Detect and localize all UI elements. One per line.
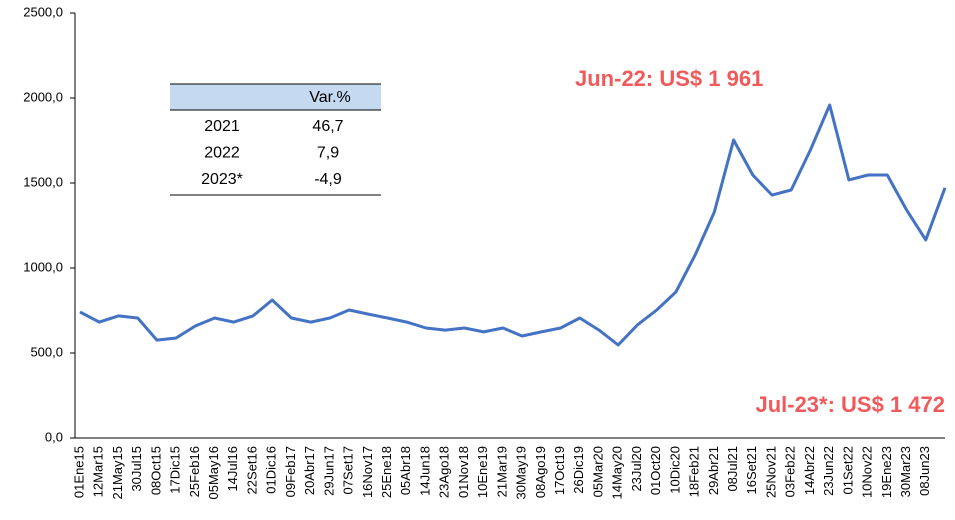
y-tick-label: 2000,0 <box>23 89 63 104</box>
x-tick-label: 23Jun22 <box>821 446 836 496</box>
x-tick-label: 16Set21 <box>744 446 759 494</box>
x-tick-label: 05Abr18 <box>398 446 413 495</box>
x-tick-label: 14May20 <box>610 446 625 499</box>
table-header: Var.% <box>309 89 351 106</box>
x-tick-label: 14Jul16 <box>225 446 240 492</box>
x-tick-label: 07Set17 <box>341 446 356 494</box>
x-tick-label: 01Ene15 <box>71 446 86 498</box>
x-tick-label: 19Ene23 <box>879 446 894 498</box>
x-tick-label: 29Abr21 <box>706 446 721 495</box>
x-tick-label: 26Dic19 <box>571 446 586 494</box>
x-tick-label: 25Nov21 <box>763 446 778 498</box>
x-tick-label: 03Feb22 <box>783 446 798 497</box>
x-tick-label: 10Dic20 <box>667 446 682 494</box>
x-tick-label: 21May15 <box>110 446 125 499</box>
x-tick-label: 10Ene19 <box>475 446 490 498</box>
x-tick-label: 23Jul20 <box>629 446 644 492</box>
annotation: Jul-23*: US$ 1 472 <box>755 392 945 417</box>
x-tick-label: 25Ene18 <box>379 446 394 498</box>
x-tick-label: 10Nov22 <box>860 446 875 498</box>
x-tick-label: 01Dic16 <box>264 446 279 494</box>
x-tick-label: 05Mar20 <box>590 446 605 497</box>
table-cell: 2023* <box>201 171 243 188</box>
x-tick-label: 01Nov18 <box>456 446 471 498</box>
x-tick-label: 21Mar19 <box>494 446 509 497</box>
x-tick-label: 01Oct20 <box>648 446 663 495</box>
x-tick-label: 22Set16 <box>244 446 259 494</box>
annotation: Jun-22: US$ 1 961 <box>575 66 763 91</box>
x-tick-label: 09Feb17 <box>283 446 298 497</box>
table-cell: 2021 <box>204 118 240 135</box>
x-tick-label: 14Jun18 <box>417 446 432 496</box>
x-tick-label: 05May16 <box>206 446 221 499</box>
table-header-bg <box>170 84 381 110</box>
x-tick-label: 14Abr22 <box>802 446 817 495</box>
x-tick-label: 01Set22 <box>840 446 855 494</box>
x-tick-label: 08Oct15 <box>148 446 163 495</box>
x-tick-label: 29Jun17 <box>321 446 336 496</box>
x-tick-label: 08Jun23 <box>917 446 932 496</box>
x-tick-label: 30Jul15 <box>129 446 144 492</box>
x-tick-label: 18Feb21 <box>687 446 702 497</box>
x-tick-label: 17Dic15 <box>168 446 183 494</box>
x-tick-label: 30May19 <box>514 446 529 499</box>
table-cell: 46,7 <box>312 118 343 135</box>
x-tick-label: 08Jul21 <box>725 446 740 492</box>
x-tick-label: 12Mar15 <box>91 446 106 497</box>
x-tick-label: 17Oct19 <box>552 446 567 495</box>
y-tick-label: 0,0 <box>45 429 63 444</box>
x-tick-label: 08Ago19 <box>533 446 548 498</box>
y-tick-label: 1000,0 <box>23 259 63 274</box>
table-cell: 7,9 <box>317 145 339 162</box>
price-line <box>79 103 947 347</box>
x-tick-label: 30Mar23 <box>898 446 913 497</box>
y-tick-label: 2500,0 <box>23 4 63 19</box>
x-tick-label: 20Abr17 <box>302 446 317 495</box>
x-tick-label: 25Feb16 <box>187 446 202 497</box>
table-cell: -4,9 <box>314 171 342 188</box>
y-tick-label: 1500,0 <box>23 174 63 189</box>
x-tick-label: 16Nov17 <box>360 446 375 498</box>
y-tick-label: 500,0 <box>30 344 63 359</box>
x-tick-label: 23Ago18 <box>437 446 452 498</box>
table-cell: 2022 <box>204 145 240 162</box>
